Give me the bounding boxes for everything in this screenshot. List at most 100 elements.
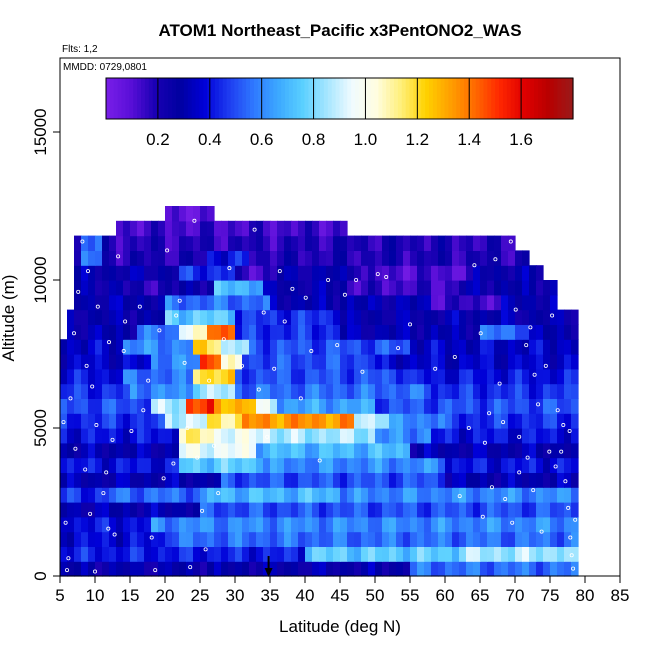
observation-point: [83, 467, 88, 472]
heatmap-cell: [550, 294, 558, 311]
heatmap-cell: [417, 428, 425, 444]
heatmap-cell: [88, 250, 96, 266]
heatmap-cell: [396, 398, 404, 414]
heatmap-cell: [249, 368, 257, 385]
colorbar-segment: [522, 78, 527, 119]
heatmap-cell: [193, 546, 201, 562]
heatmap-cell: [361, 294, 369, 311]
heatmap-cell: [305, 531, 313, 547]
heatmap-cell: [396, 561, 404, 577]
heatmap-cell: [123, 324, 131, 340]
observation-point: [568, 535, 573, 540]
heatmap-cell: [172, 442, 180, 459]
heatmap-cell: [396, 354, 404, 370]
heatmap-cell: [480, 487, 488, 503]
heatmap-cell: [431, 457, 439, 473]
heatmap-cell: [550, 502, 558, 518]
heatmap-cell: [193, 561, 201, 577]
heatmap-cell: [438, 235, 446, 251]
colorbar-segment: [444, 78, 450, 119]
heatmap-cell: [340, 250, 348, 266]
heatmap-cell: [515, 398, 523, 414]
heatmap-cell: [249, 561, 257, 577]
heatmap-cell: [172, 294, 180, 311]
heatmap-cell: [284, 561, 292, 577]
observation-point: [216, 491, 221, 496]
heatmap-cell: [179, 413, 187, 429]
heatmap-cell: [207, 280, 215, 296]
heatmap-cell: [179, 368, 187, 385]
heatmap-cell: [452, 339, 460, 355]
heatmap-cell: [305, 561, 313, 577]
heatmap-cell: [172, 428, 180, 444]
heatmap-cell: [270, 339, 278, 355]
heatmap-cell: [214, 250, 222, 266]
heatmap-cell: [256, 428, 264, 444]
heatmap-cell: [396, 502, 404, 518]
heatmap-cell: [270, 250, 278, 266]
heatmap-cell: [473, 265, 481, 281]
heatmap-cell: [564, 428, 572, 444]
heatmap-cell: [333, 442, 341, 459]
heatmap-cell: [74, 561, 82, 577]
heatmap-cell: [158, 561, 166, 577]
heatmap-cell: [256, 546, 264, 562]
heatmap-cell: [284, 383, 292, 399]
heatmap-cell: [361, 472, 369, 488]
heatmap-cell: [438, 561, 446, 577]
heatmap-cell: [333, 502, 341, 518]
heatmap-cell: [312, 235, 320, 251]
heatmap-cell: [172, 516, 180, 533]
heatmap-cell: [221, 220, 229, 237]
heatmap-cell: [368, 339, 376, 355]
heatmap-cell: [389, 487, 397, 503]
heatmap-cell: [88, 457, 96, 473]
heatmap-cell: [60, 442, 68, 459]
heatmap-cell: [459, 502, 467, 518]
heatmap-cell: [340, 442, 348, 459]
heatmap-cell: [417, 561, 425, 577]
heatmap-cell: [550, 413, 558, 429]
heatmap-cell: [494, 265, 502, 281]
heatmap-cell: [354, 294, 362, 311]
heatmap-cell: [319, 472, 327, 488]
observation-point: [433, 366, 438, 371]
heatmap-cell: [67, 339, 75, 355]
colorbar-segment: [269, 78, 274, 119]
heatmap-cell: [305, 516, 313, 533]
heatmap-cell: [529, 457, 537, 473]
heatmap-cell: [109, 265, 117, 281]
heatmap-cell: [347, 265, 355, 281]
heatmap-cell: [466, 235, 474, 251]
heatmap-cell: [263, 398, 271, 414]
heatmap-cell: [67, 354, 75, 370]
heatmap-cell: [389, 442, 397, 459]
heatmap-cell: [165, 502, 173, 518]
heatmap-cell: [221, 428, 229, 444]
heatmap-cell: [158, 398, 166, 414]
heatmap-cell: [543, 413, 551, 429]
heatmap-cell: [130, 413, 138, 429]
heatmap-cell: [207, 206, 215, 222]
observation-point: [86, 269, 91, 274]
heatmap-cell: [88, 398, 96, 414]
heatmap-cell: [172, 220, 180, 237]
heatmap-cell: [396, 309, 404, 325]
heatmap-cell: [529, 294, 537, 311]
heatmap-cell: [347, 368, 355, 385]
heatmap-cell: [221, 502, 229, 518]
heatmap-cell: [221, 472, 229, 488]
heatmap-cell: [67, 561, 75, 577]
observation-point: [567, 428, 572, 433]
heatmap-cell: [144, 309, 152, 325]
heatmap-cell: [543, 354, 551, 370]
heatmap-cell: [452, 487, 460, 503]
heatmap-cell: [214, 472, 222, 488]
colorbar-segment: [246, 78, 251, 119]
heatmap-cell: [242, 516, 250, 533]
heatmap-cell: [144, 294, 152, 311]
heatmap-cell: [298, 442, 306, 459]
observation-point: [174, 313, 179, 318]
heatmap-cell: [193, 339, 201, 355]
heatmap-cell: [88, 516, 96, 533]
